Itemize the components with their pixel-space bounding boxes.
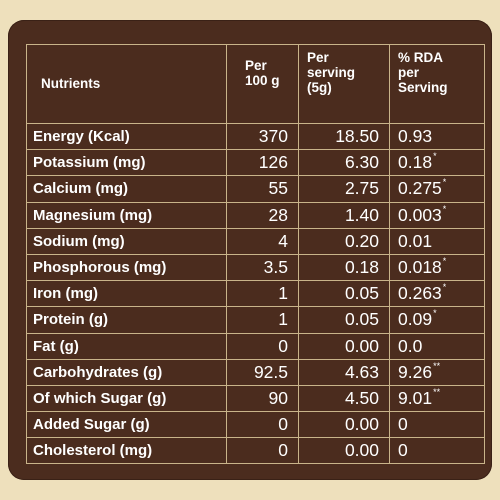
table-row: Magnesium (mg) 28 1.40 0.003* <box>26 201 485 229</box>
value-rda: 0.263* <box>389 280 485 308</box>
rda-value: 0 <box>398 440 408 461</box>
value-per-serving: 2.75 <box>298 175 390 203</box>
value-per-100g: 92.5 <box>226 358 299 386</box>
table-row: Protein (g) 1 0.05 0.09* <box>26 306 485 334</box>
value-rda: 0.0 <box>389 332 485 360</box>
table-body: Energy (Kcal) 370 18.50 0.93 Potassium (mg) 1… <box>26 122 485 465</box>
value-rda: 0 <box>389 411 485 439</box>
table-row: Fat (g) 0 0.00 0.0 <box>26 332 485 360</box>
value-rda: 9.26** <box>389 358 485 386</box>
nutrient-name: Phosphorous (mg) <box>26 253 227 282</box>
table-row: Phosphorous (mg) 3.5 0.18 0.018* <box>26 253 485 282</box>
table-row: Added Sugar (g) 0 0.00 0 <box>26 411 485 439</box>
value-per-serving: 4.50 <box>298 384 390 413</box>
value-per-serving: 0.05 <box>298 280 390 308</box>
table-row: Sodium (mg) 4 0.20 0.01 <box>26 227 485 255</box>
nutrition-panel: Nutrients Per 100 g Per serving (5g) % R… <box>8 20 492 480</box>
value-per-serving: 0.00 <box>298 437 390 465</box>
nutrient-name: Fat (g) <box>26 332 227 360</box>
value-per-serving: 0.00 <box>298 332 390 360</box>
header-nutrients: Nutrients <box>26 44 227 124</box>
table-row: Carbohydrates (g) 92.5 4.63 9.26** <box>26 358 485 386</box>
value-per-serving: 0.18 <box>298 253 390 282</box>
nutrient-name: Cholesterol (mg) <box>26 437 227 465</box>
header-row: Nutrients Per 100 g Per serving (5g) % R… <box>26 44 485 124</box>
table-header: Nutrients Per 100 g Per serving (5g) % R… <box>26 44 485 124</box>
table-row: Energy (Kcal) 370 18.50 0.93 <box>26 122 485 151</box>
header-per-100g: Per 100 g <box>226 44 299 124</box>
value-per-100g: 3.5 <box>226 253 299 282</box>
rda-value: 0.09 <box>398 309 433 330</box>
value-per-100g: 4 <box>226 227 299 255</box>
value-per-100g: 0 <box>226 437 299 465</box>
nutrition-table: Nutrients Per 100 g Per serving (5g) % R… <box>26 44 485 465</box>
value-per-serving: 6.30 <box>298 149 390 177</box>
nutrient-name: Protein (g) <box>26 306 227 334</box>
rda-footnote-mark: * <box>433 151 437 162</box>
nutrient-name: Magnesium (mg) <box>26 201 227 229</box>
value-per-serving: 4.63 <box>298 358 390 386</box>
value-per-100g: 1 <box>226 280 299 308</box>
header-rda: % RDA per Serving <box>389 44 485 124</box>
value-rda: 0.09* <box>389 306 485 334</box>
rda-value: 0.18 <box>398 152 433 173</box>
value-rda: 0.003* <box>389 201 485 229</box>
rda-value: 0.018 <box>398 257 442 278</box>
table-row: Iron (mg) 1 0.05 0.263* <box>26 280 485 308</box>
rda-value: 0 <box>398 414 408 435</box>
rda-footnote-mark: * <box>442 256 447 267</box>
table-row: Of which Sugar (g) 90 4.50 9.01** <box>26 384 485 413</box>
value-per-100g: 0 <box>226 332 299 360</box>
rda-value: 0.0 <box>398 335 423 356</box>
value-per-100g: 0 <box>226 411 299 439</box>
rda-footnote-mark: ** <box>433 360 441 371</box>
rda-value: 9.01 <box>398 387 433 408</box>
value-per-serving: 0.05 <box>298 306 390 334</box>
rda-footnote-mark: * <box>433 308 437 319</box>
value-per-100g: 126 <box>226 149 299 177</box>
rda-footnote-mark: * <box>442 177 447 188</box>
nutrient-name: Iron (mg) <box>26 280 227 308</box>
header-per-serving: Per serving (5g) <box>298 44 390 124</box>
value-per-serving: 0.00 <box>298 411 390 439</box>
value-per-serving: 0.20 <box>298 227 390 255</box>
rda-value: 0.003 <box>398 204 442 225</box>
value-per-100g: 1 <box>226 306 299 334</box>
value-rda: 0.93 <box>389 122 485 151</box>
rda-footnote-mark: * <box>442 282 447 293</box>
table-row: Cholesterol (mg) 0 0.00 0 <box>26 437 485 465</box>
nutrient-name: Added Sugar (g) <box>26 411 227 439</box>
nutrient-name: Of which Sugar (g) <box>26 384 227 413</box>
value-per-serving: 1.40 <box>298 201 390 229</box>
value-rda: 9.01** <box>389 384 485 413</box>
nutrient-name: Carbohydrates (g) <box>26 358 227 386</box>
value-per-100g: 90 <box>226 384 299 413</box>
nutrient-name: Sodium (mg) <box>26 227 227 255</box>
rda-value: 0.275 <box>398 178 442 199</box>
rda-value: 0.93 <box>398 126 433 147</box>
nutrient-name: Potassium (mg) <box>26 149 227 177</box>
value-per-100g: 55 <box>226 175 299 203</box>
table-row: Calcium (mg) 55 2.75 0.275* <box>26 175 485 203</box>
rda-value: 9.26 <box>398 361 433 382</box>
value-rda: 0.01 <box>389 227 485 255</box>
nutrient-name: Calcium (mg) <box>26 175 227 203</box>
value-rda: 0.018* <box>389 253 485 282</box>
table-row: Potassium (mg) 126 6.30 0.18* <box>26 149 485 177</box>
rda-footnote-mark: * <box>442 203 447 214</box>
value-per-serving: 18.50 <box>298 122 390 151</box>
nutrient-name: Energy (Kcal) <box>26 122 227 151</box>
value-rda: 0.275* <box>389 175 485 203</box>
value-rda: 0 <box>389 437 485 465</box>
value-per-100g: 28 <box>226 201 299 229</box>
rda-footnote-mark: ** <box>433 386 441 397</box>
value-rda: 0.18* <box>389 149 485 177</box>
rda-value: 0.263 <box>398 283 442 304</box>
rda-value: 0.01 <box>398 230 433 251</box>
value-per-100g: 370 <box>226 122 299 151</box>
